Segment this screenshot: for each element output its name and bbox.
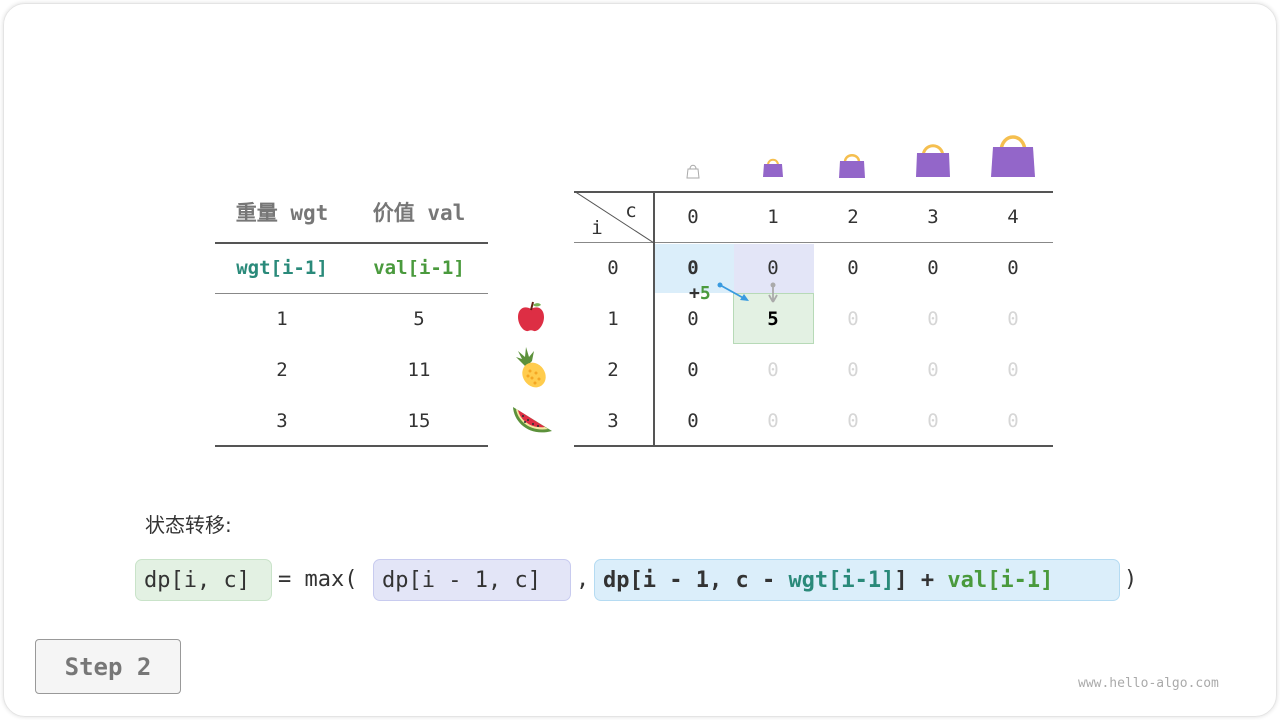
plus-sign: + (689, 283, 700, 304)
dp-cell: 0 (847, 257, 859, 279)
corner-row-label: i (591, 217, 603, 239)
item-value: 5 (413, 308, 425, 330)
formula-opt2-val: val[i-1] (947, 568, 1054, 593)
dp-cell: 0 (1007, 410, 1019, 432)
pineapple-icon (516, 347, 546, 388)
formula-opt2-wgt: wgt[i-1] (788, 568, 895, 593)
dp-cell: 0 (927, 410, 939, 432)
frame (3, 3, 1277, 717)
divider (215, 242, 488, 244)
dp-cell: 0 (927, 308, 939, 330)
dp-cell: 0 (847, 410, 859, 432)
blue-arrow-icon (717, 282, 749, 301)
table-row-header-divider (653, 191, 655, 446)
formula-opt2-mid: ] + (894, 568, 948, 593)
bag-icon (991, 135, 1035, 177)
col-header: 0 (687, 206, 699, 228)
table-top-border (574, 191, 1053, 193)
col-header: 3 (927, 206, 939, 228)
dp-cell: 0 (687, 308, 699, 330)
dp-cell: 0 (847, 359, 859, 381)
item-weight: 2 (276, 359, 288, 381)
dp-cell: 0 (1007, 308, 1019, 330)
subheader-wgt: wgt[i-1] (236, 257, 328, 279)
dp-cell: 0 (687, 410, 699, 432)
dp-cell: 0 (927, 359, 939, 381)
formula-eq: = max( (278, 567, 358, 592)
dp-cell: 0 (687, 257, 699, 279)
item-weight: 3 (276, 410, 288, 432)
plus-value-annotation: +5 (689, 283, 711, 304)
dp-cell: 0 (687, 359, 699, 381)
formula-option-2: dp[i - 1, c - wgt[i-1]] + val[i-1] (594, 559, 1120, 601)
step-button[interactable]: Step 2 (35, 639, 181, 694)
gray-arrow-icon (768, 282, 778, 303)
divider (215, 445, 488, 447)
header-weight: 重量 wgt (235, 201, 329, 225)
row-header: 0 (607, 257, 619, 279)
dp-cell: 0 (767, 410, 779, 432)
formula-option-1: dp[i - 1, c] (373, 559, 571, 601)
apple-icon (518, 301, 544, 332)
dp-cell: 0 (847, 308, 859, 330)
subheader-val: val[i-1] (373, 257, 465, 279)
col-header: 1 (767, 206, 779, 228)
corner-col-label: c (625, 200, 637, 222)
dp-cell: 0 (1007, 359, 1019, 381)
dp-cell: 0 (1007, 257, 1019, 279)
item-weight: 1 (276, 308, 288, 330)
item-value: 15 (407, 410, 431, 432)
formula-lhs: dp[i, c] (135, 559, 272, 601)
dp-cell: 0 (767, 257, 779, 279)
table-bottom-border (574, 445, 1053, 447)
corner-diagonal (574, 191, 654, 243)
item-value: 11 (407, 359, 431, 381)
watermelon-icon (513, 407, 552, 433)
dp-cell-current: 5 (767, 308, 779, 330)
formula-close: ) (1124, 567, 1138, 592)
bag-icon (916, 144, 950, 177)
watermark: www.hello-algo.com (1078, 676, 1219, 691)
row-header: 2 (607, 359, 619, 381)
bag-icon (763, 158, 783, 177)
dp-cell: 0 (927, 257, 939, 279)
header-value: 价值 val (372, 201, 466, 225)
plus-value: 5 (699, 283, 711, 304)
formula-opt2-prefix: dp[i - 1, c - (603, 568, 789, 593)
dp-cell: 0 (767, 359, 779, 381)
formula-comma: , (576, 567, 590, 592)
formula-title: 状态转移: (145, 513, 232, 537)
table-header-divider (574, 242, 1053, 243)
bag-icon (839, 154, 865, 178)
divider (215, 293, 488, 294)
empty-bag-icon (686, 164, 700, 179)
row-header: 1 (607, 308, 619, 330)
row-header: 3 (607, 410, 619, 432)
col-header: 2 (847, 206, 859, 228)
col-header: 4 (1007, 206, 1019, 228)
